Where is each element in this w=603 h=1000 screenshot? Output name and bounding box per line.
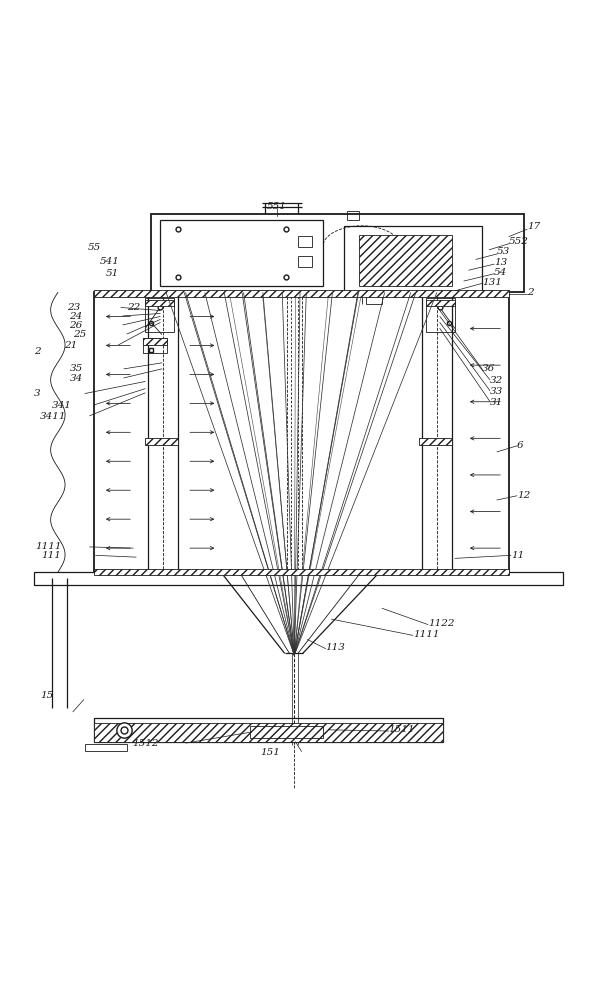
Text: 54: 54 [494, 268, 507, 277]
Text: 17: 17 [527, 222, 540, 231]
Bar [344, 226, 482, 292]
Text: 1122: 1122 [428, 619, 454, 628]
Text: 23: 23 [67, 303, 80, 312]
Bar [426, 300, 455, 306]
Text: 22: 22 [127, 303, 140, 312]
Bar [85, 744, 127, 751]
Text: 2: 2 [34, 347, 40, 356]
Bar [144, 338, 168, 345]
Text: 113: 113 [326, 643, 346, 652]
Text: 3411: 3411 [40, 412, 66, 421]
Text: 2: 2 [527, 288, 534, 297]
Bar [145, 298, 174, 332]
Text: 32: 32 [490, 376, 503, 385]
Text: 31: 31 [490, 398, 503, 407]
Text: 51: 51 [106, 269, 119, 278]
Bar [151, 214, 524, 292]
Bar [145, 438, 178, 445]
Text: 552: 552 [509, 237, 529, 246]
Text: 33: 33 [490, 387, 503, 396]
Bar [34, 572, 563, 585]
Text: 11: 11 [511, 551, 524, 560]
Text: 1512: 1512 [132, 739, 159, 748]
Text: 12: 12 [517, 491, 530, 500]
Bar [94, 569, 509, 575]
Bar [94, 723, 443, 742]
Text: 55: 55 [88, 243, 101, 252]
Text: 151: 151 [260, 748, 280, 757]
Text: 24: 24 [69, 312, 82, 321]
Bar [426, 298, 455, 332]
Bar [419, 438, 452, 445]
Text: 111: 111 [42, 551, 62, 560]
Text: 25: 25 [73, 330, 86, 339]
Bar [94, 292, 509, 572]
Text: 36: 36 [482, 364, 495, 373]
Text: 1111: 1111 [36, 542, 62, 551]
Bar [145, 300, 174, 306]
Text: 3: 3 [34, 389, 40, 398]
Text: 6: 6 [517, 441, 523, 450]
Text: 15: 15 [40, 691, 53, 700]
Text: 34: 34 [70, 374, 83, 383]
Text: 341: 341 [52, 401, 72, 410]
Bar [298, 236, 312, 247]
Text: 53: 53 [497, 247, 510, 256]
Text: 551: 551 [267, 202, 287, 211]
Bar [362, 238, 446, 283]
Bar [160, 220, 323, 286]
Text: 1511: 1511 [389, 725, 415, 734]
Text: 13: 13 [494, 258, 507, 267]
Text: 26: 26 [69, 321, 82, 330]
Text: 1111: 1111 [413, 630, 440, 639]
Bar [250, 726, 323, 738]
Text: 541: 541 [100, 257, 120, 266]
Bar [298, 256, 312, 267]
Text: 21: 21 [64, 341, 77, 350]
Bar [359, 235, 452, 286]
Text: 35: 35 [70, 364, 83, 373]
Bar [144, 338, 168, 353]
Text: 131: 131 [482, 278, 502, 287]
Bar [250, 726, 323, 738]
Bar [94, 290, 509, 297]
Bar [366, 292, 382, 304]
Bar [347, 211, 359, 220]
Bar [94, 718, 443, 742]
